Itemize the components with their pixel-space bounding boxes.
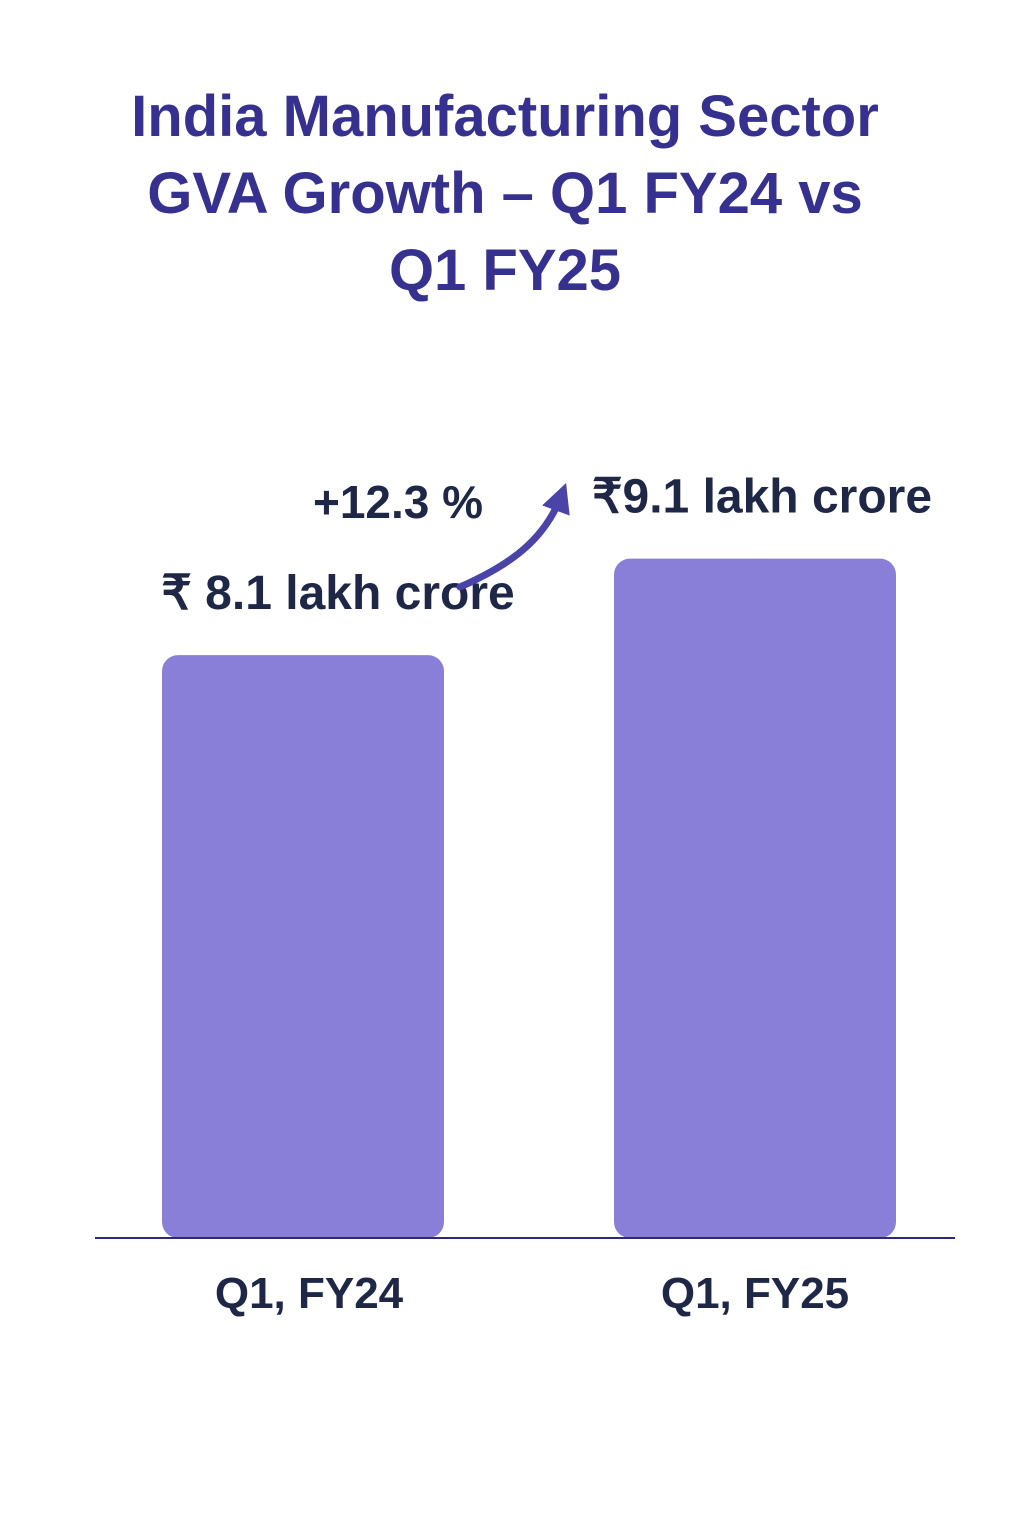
bar-q1-fy25: [614, 558, 896, 1238]
labels-layer: ₹ 8.1 lakh crore Q1, FY24 ₹9.1 lakh crore Q…: [161, 471, 932, 1318]
growth-arrow-icon: [456, 482, 570, 591]
growth-percentage-label: +12.3 %: [313, 476, 483, 528]
data-label-1: ₹ 8.1 lakh crore: [161, 567, 514, 620]
data-label-2: ₹9.1 lakh crore: [592, 471, 932, 524]
x-tick-label-1: Q1, FY24: [215, 1269, 404, 1318]
bars-layer: [162, 558, 896, 1238]
chart-title: India Manufacturing Sector GVA Growth – …: [40, 78, 970, 309]
chart-title-line-2: GVA Growth – Q1 FY24 vs: [147, 161, 863, 226]
bar-q1-fy24: [162, 655, 444, 1238]
x-tick-label-2: Q1, FY25: [661, 1269, 849, 1318]
growth-annotation: +12.3 %: [313, 476, 570, 591]
chart-title-line-3: Q1 FY25: [388, 238, 622, 303]
chart-title-line-1: India Manufacturing Sector: [131, 84, 879, 149]
